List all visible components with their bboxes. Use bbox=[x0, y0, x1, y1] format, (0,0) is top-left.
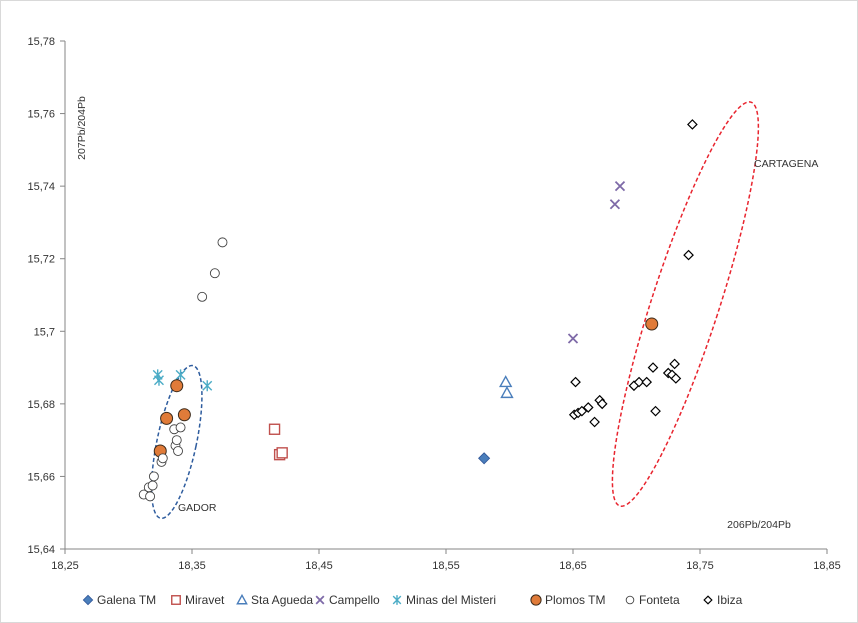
point-ibiza bbox=[633, 376, 645, 388]
point-fonteta bbox=[209, 268, 220, 279]
legend-label-sta-agueda: Sta Agueda bbox=[251, 593, 313, 607]
y-tick-label: 15,78 bbox=[27, 36, 55, 48]
y-tick-label: 15,74 bbox=[27, 181, 55, 193]
annotation-cartagena: CARTAGENA bbox=[754, 158, 818, 170]
legend-marker-galena-tm bbox=[82, 594, 94, 606]
point-miravet bbox=[268, 423, 281, 435]
point-ibiza bbox=[596, 398, 608, 410]
point-ibiza bbox=[647, 362, 659, 373]
point-fonteta bbox=[147, 480, 158, 491]
point-campello bbox=[609, 199, 621, 210]
legend-label-fonteta: Fonteta bbox=[639, 593, 680, 607]
legend-label-plomos-tm: Plomos TM bbox=[545, 593, 605, 607]
point-ibiza bbox=[687, 119, 698, 130]
legend-marker-ibiza bbox=[703, 595, 713, 605]
legend-marker-minas-del-misteri bbox=[392, 595, 402, 605]
point-fonteta bbox=[173, 446, 183, 456]
point-plomos-tm bbox=[177, 408, 191, 422]
point-sta-agueda bbox=[500, 386, 514, 399]
point-ibiza bbox=[582, 402, 594, 413]
point-ibiza bbox=[670, 373, 682, 384]
legend-marker-plomos-tm bbox=[530, 594, 542, 606]
point-miravet bbox=[276, 447, 288, 459]
x-tick-label: 18,75 bbox=[686, 560, 714, 572]
point-sta-agueda bbox=[499, 375, 513, 388]
y-tick-label: 15,7 bbox=[34, 326, 55, 338]
legend-label-campello: Campello bbox=[329, 593, 380, 607]
point-ibiza bbox=[570, 376, 581, 388]
legend-label-galena-tm: Galena TM bbox=[97, 593, 156, 607]
ellipse-gador bbox=[150, 364, 203, 520]
y-axis-label: 207Pb/204Pb bbox=[76, 96, 88, 160]
y-tick-label: 15,68 bbox=[27, 399, 55, 411]
point-ibiza bbox=[650, 405, 661, 417]
point-fonteta bbox=[217, 237, 228, 248]
point-ibiza bbox=[589, 416, 600, 428]
point-plomos-tm bbox=[645, 317, 659, 331]
point-plomos-tm bbox=[170, 379, 184, 393]
point-fonteta bbox=[145, 491, 156, 502]
point-minas-del-misteri bbox=[153, 374, 164, 386]
x-tick-label: 18,35 bbox=[178, 560, 206, 572]
x-tick-label: 18,85 bbox=[813, 560, 841, 572]
legend-marker-sta-agueda bbox=[236, 593, 248, 605]
point-minas-del-misteri bbox=[202, 380, 213, 392]
y-tick-label: 15,66 bbox=[27, 471, 55, 483]
point-plomos-tm bbox=[160, 411, 174, 425]
point-fonteta bbox=[175, 422, 186, 433]
x-tick-label: 18,65 bbox=[559, 560, 587, 572]
legend-marker-miravet bbox=[171, 595, 181, 605]
legend-label-minas-del-misteri: Minas del Misteri bbox=[406, 593, 496, 607]
point-fonteta bbox=[171, 435, 182, 446]
point-minas-del-misteri bbox=[175, 369, 186, 381]
y-tick-label: 15,64 bbox=[27, 544, 55, 556]
point-ibiza bbox=[683, 249, 694, 261]
y-tick-label: 15,72 bbox=[27, 254, 55, 266]
y-tick-label: 15,76 bbox=[27, 109, 55, 121]
point-fonteta bbox=[157, 453, 168, 464]
point-campello bbox=[614, 181, 626, 192]
x-tick-label: 18,45 bbox=[305, 560, 333, 572]
point-fonteta bbox=[197, 291, 208, 302]
annotation-gador: GADOR bbox=[178, 502, 217, 514]
x-tick-label: 18,25 bbox=[51, 560, 79, 572]
point-galena-tm bbox=[478, 452, 491, 465]
point-ibiza bbox=[669, 358, 680, 370]
point-campello bbox=[567, 333, 579, 344]
point-fonteta bbox=[148, 471, 159, 482]
legend-label-ibiza: Ibiza bbox=[717, 593, 743, 607]
point-ibiza bbox=[576, 405, 588, 417]
legend-marker-campello bbox=[315, 595, 325, 605]
x-tick-label: 18,55 bbox=[432, 560, 460, 572]
legend-label-miravet: Miravet bbox=[185, 593, 225, 607]
point-ibiza bbox=[641, 376, 653, 388]
legend-marker-fonteta bbox=[625, 595, 635, 605]
x-axis-label: 206Pb/204Pb bbox=[727, 519, 791, 531]
ellipse-cartagena bbox=[611, 101, 760, 507]
